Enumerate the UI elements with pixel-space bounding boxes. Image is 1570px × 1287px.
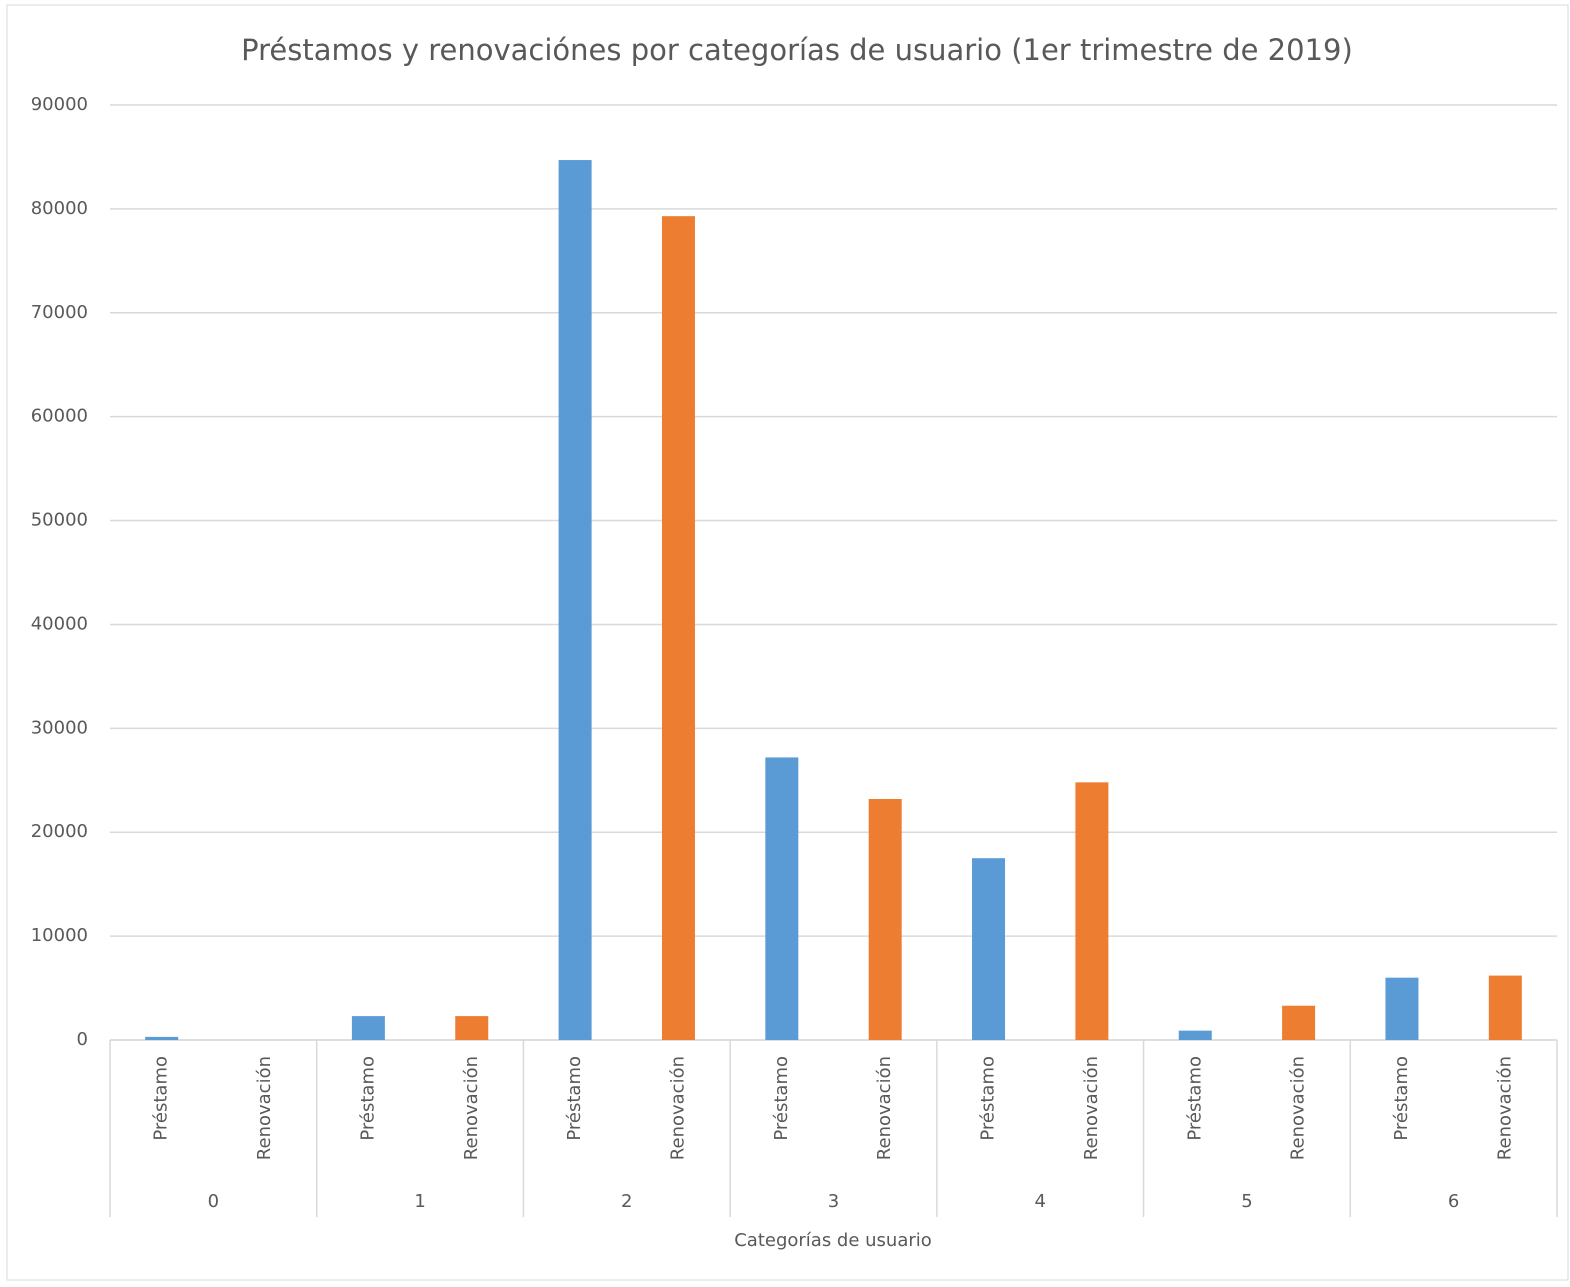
x-group-label: 5 bbox=[1241, 1191, 1252, 1212]
x-subcategory-label: Préstamo bbox=[357, 1056, 378, 1141]
x-subcategory-label: Renovación bbox=[1081, 1056, 1102, 1160]
bar bbox=[765, 757, 799, 1040]
x-axis-title: Categorías de usuario bbox=[734, 1230, 932, 1251]
x-subcategory-label: Renovación bbox=[254, 1056, 275, 1160]
bar bbox=[1178, 1030, 1212, 1040]
y-tick-label: 40000 bbox=[31, 613, 88, 634]
y-tick-label: 70000 bbox=[31, 302, 88, 323]
bar bbox=[558, 160, 592, 1041]
bar bbox=[145, 1036, 179, 1040]
y-tick-label: 20000 bbox=[31, 821, 88, 842]
x-subcategory-label: Préstamo bbox=[978, 1056, 999, 1141]
bar bbox=[1282, 1005, 1316, 1040]
bar bbox=[1488, 975, 1522, 1040]
x-group-label: 0 bbox=[208, 1191, 219, 1212]
x-group-label: 1 bbox=[414, 1191, 425, 1212]
x-group-label: 2 bbox=[621, 1191, 632, 1212]
x-subcategory-label: Renovación bbox=[667, 1056, 688, 1160]
bar bbox=[1385, 977, 1419, 1040]
x-subcategory-label: Renovación bbox=[874, 1056, 895, 1160]
y-tick-label: 60000 bbox=[31, 406, 88, 427]
x-group-label: 3 bbox=[828, 1191, 839, 1212]
x-group-label: 4 bbox=[1034, 1191, 1045, 1212]
x-subcategory-label: Préstamo bbox=[1184, 1056, 1205, 1141]
x-subcategory-label: Renovación bbox=[461, 1056, 482, 1160]
x-group-label: 6 bbox=[1448, 1191, 1459, 1212]
bar bbox=[972, 858, 1006, 1040]
y-tick-label: 90000 bbox=[31, 94, 88, 115]
y-tick-label: 80000 bbox=[31, 198, 88, 219]
chart-title: Préstamos y renovaciónes por categorías … bbox=[241, 33, 1353, 67]
y-tick-label: 50000 bbox=[31, 510, 88, 531]
x-subcategory-label: Renovación bbox=[1494, 1056, 1515, 1160]
x-subcategory-label: Préstamo bbox=[771, 1056, 792, 1141]
bar bbox=[868, 798, 902, 1040]
bar bbox=[455, 1016, 489, 1040]
y-tick-label: 10000 bbox=[31, 925, 88, 946]
y-tick-label: 30000 bbox=[31, 717, 88, 738]
bar bbox=[351, 1016, 385, 1040]
bar bbox=[1075, 782, 1109, 1040]
x-subcategory-label: Préstamo bbox=[1391, 1056, 1412, 1141]
bar bbox=[661, 216, 695, 1040]
y-tick-label: 0 bbox=[77, 1029, 88, 1050]
x-subcategory-label: Renovación bbox=[1288, 1056, 1309, 1160]
x-subcategory-label: Préstamo bbox=[564, 1056, 585, 1141]
chart-frame bbox=[6, 4, 1569, 1281]
x-subcategory-label: Préstamo bbox=[151, 1056, 172, 1141]
